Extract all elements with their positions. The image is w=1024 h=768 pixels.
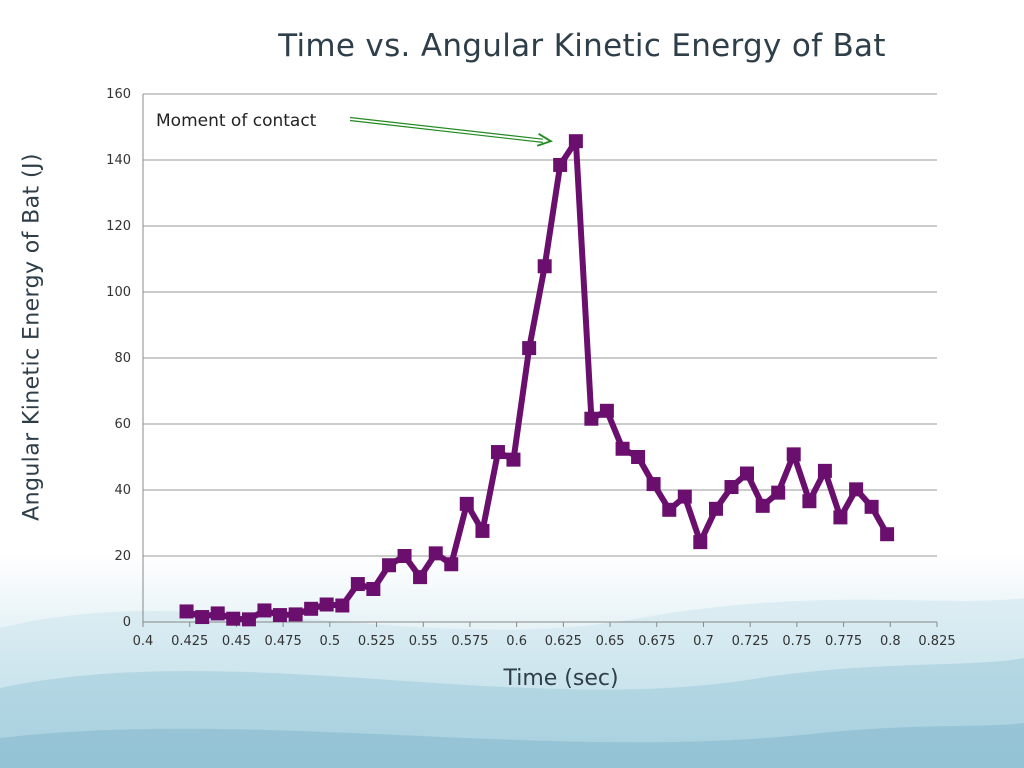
data-point-marker <box>880 527 895 542</box>
annotation-arrow-head <box>536 133 553 147</box>
data-point-marker <box>475 523 490 538</box>
data-point-marker <box>631 450 646 464</box>
x-tick-label: 0.6 <box>506 634 527 649</box>
data-point-marker <box>522 341 537 356</box>
data-point-marker <box>755 498 770 513</box>
data-point-marker <box>210 606 225 621</box>
data-point-marker <box>537 259 552 274</box>
y-tick-label: 40 <box>114 483 131 498</box>
data-point-marker <box>771 485 786 500</box>
data-point-marker <box>304 601 319 616</box>
data-point-marker <box>257 603 272 618</box>
data-point-marker <box>397 549 412 563</box>
data-point-marker <box>444 557 459 572</box>
x-tick-label: 0.4 <box>133 634 154 649</box>
data-point-marker <box>708 501 723 516</box>
x-tick-label: 0.675 <box>638 634 675 649</box>
data-point-marker <box>599 403 614 418</box>
x-tick-label: 0.475 <box>265 634 302 649</box>
annotation-arrow-line <box>349 116 543 140</box>
data-point-marker <box>864 499 879 514</box>
data-point-marker <box>413 570 428 585</box>
x-tick-labels: 0.4 0.425 0.45 0.475 0.5 0.525 0.55 0.575 0.6 0.6… <box>133 634 956 649</box>
x-tick-label: 0.75 <box>782 634 811 649</box>
y-tick-label: 160 <box>106 87 131 102</box>
x-tick-label: 0.575 <box>451 634 488 649</box>
x-tick-label: 0.7 <box>693 634 714 649</box>
series-energy <box>179 134 895 627</box>
annotation-label: Moment of contact <box>156 111 317 131</box>
y-tick-label: 100 <box>106 285 131 300</box>
data-point-marker <box>849 482 864 497</box>
y-tick-label: 20 <box>114 549 131 564</box>
x-tick-label: 0.625 <box>545 634 582 649</box>
data-point-marker <box>459 496 474 511</box>
data-point-marker <box>817 463 832 478</box>
x-tick-label: 0.45 <box>222 634 251 649</box>
data-point-marker <box>833 510 848 525</box>
x-tick-label: 0.65 <box>596 634 625 649</box>
x-tick-label: 0.8 <box>880 634 901 649</box>
x-tick-label: 0.775 <box>825 634 862 649</box>
data-point-marker <box>802 494 817 509</box>
x-tick-label: 0.5 <box>319 634 340 649</box>
x-tick-label: 0.525 <box>358 634 395 649</box>
data-point-marker <box>677 489 692 504</box>
y-tick-label: 0 <box>123 615 131 630</box>
y-tick-label: 60 <box>114 417 131 432</box>
x-axis-label: Time (sec) <box>503 666 619 691</box>
annotation-arrow-line <box>349 119 543 143</box>
data-point-marker <box>319 597 334 612</box>
y-tick-label: 120 <box>106 219 131 234</box>
data-point-marker <box>568 134 583 149</box>
x-tick-label: 0.725 <box>732 634 769 649</box>
data-point-marker <box>179 604 194 619</box>
data-point-marker <box>646 477 661 492</box>
data-point-marker <box>288 607 303 622</box>
data-point-marker <box>241 612 256 627</box>
x-tick-label: 0.425 <box>171 634 208 649</box>
x-tick-label: 0.55 <box>409 634 438 649</box>
data-point-marker <box>553 157 568 172</box>
data-point-marker <box>506 452 521 467</box>
data-point-marker <box>382 558 397 573</box>
annotation-group: Moment of contact <box>156 111 553 147</box>
data-point-marker <box>584 411 599 426</box>
y-tick-label: 80 <box>114 351 131 366</box>
data-point-marker <box>428 546 443 561</box>
gridlines <box>142 93 938 627</box>
data-point-marker <box>350 577 365 592</box>
data-point-marker <box>195 610 210 625</box>
data-point-marker <box>226 611 241 626</box>
series-line <box>185 138 890 623</box>
data-point-marker <box>786 447 801 462</box>
data-point-marker <box>490 445 505 460</box>
data-point-marker <box>693 535 708 550</box>
data-point-marker <box>272 608 287 623</box>
y-tick-label: 140 <box>106 153 131 168</box>
data-point-marker <box>662 502 677 517</box>
data-point-marker <box>335 598 350 613</box>
data-point-marker <box>615 441 630 456</box>
data-point-marker <box>724 480 739 495</box>
data-point-marker <box>740 466 755 481</box>
y-tick-labels: 0 20 40 60 80 100 120 140 160 <box>106 87 131 630</box>
x-tick-label: 0.825 <box>918 634 955 649</box>
data-point-marker <box>366 582 381 596</box>
chart-title: Time vs. Angular Kinetic Energy of Bat <box>278 28 886 64</box>
